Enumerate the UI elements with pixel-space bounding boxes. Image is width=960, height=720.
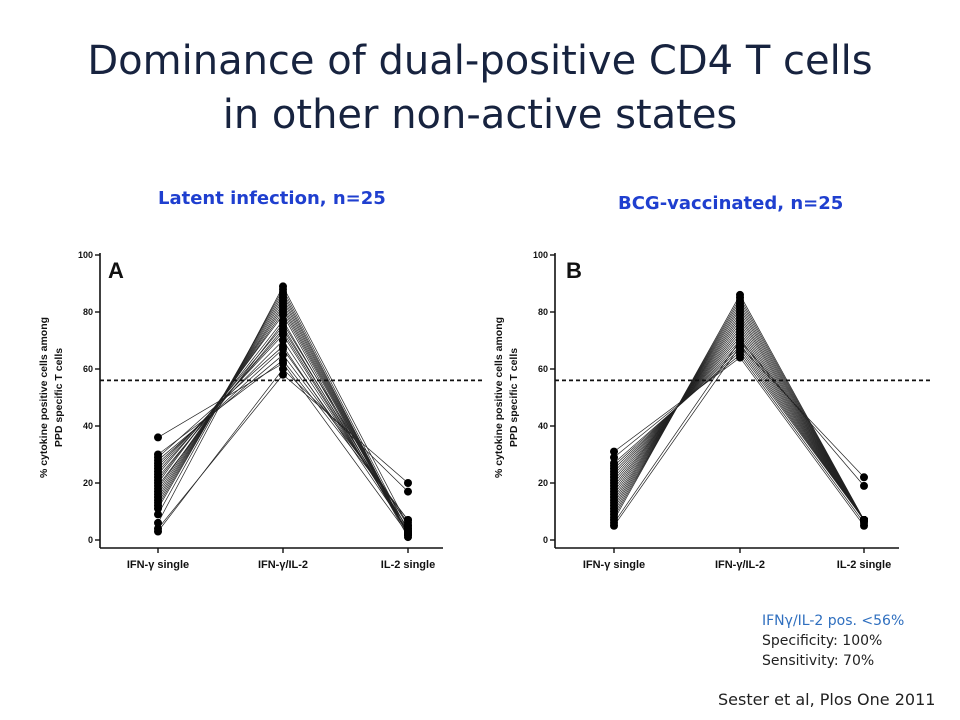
panel-a-point [279, 370, 287, 379]
panel-b-x-tick-label: IL-2 single [837, 559, 891, 571]
panel-b-point [610, 518, 618, 527]
panel-a-y-tick-label: 100 [78, 250, 93, 260]
panel-a-point [154, 504, 162, 513]
panel-b-label: B [566, 258, 582, 283]
panel-a-point [404, 479, 412, 487]
panel-a-point [279, 319, 287, 328]
panel-a-point [279, 365, 287, 373]
panel-b-series-line-9 [613, 334, 865, 521]
panel-b-point [860, 516, 868, 524]
panel-b-x-tick-label: IFN-γ/IL-2 [715, 559, 765, 571]
panel-b-y-tick-label: 60 [538, 364, 548, 374]
panel-a-point [154, 510, 162, 519]
note-specificity-line: Specificity: 100% [762, 633, 883, 649]
panel-b-y-tick-label: 100 [533, 250, 548, 260]
panel-a-point [404, 487, 412, 496]
panel-a-point [279, 336, 287, 345]
panel-b-point [736, 342, 744, 351]
slide-title-line-1: Dominance of dual-positive CD4 T cells [87, 38, 873, 84]
panel-b-y-tick-label: 40 [538, 421, 548, 431]
panel-a-point [279, 345, 287, 353]
panel-a-point [279, 282, 287, 291]
panel-a-y-tick-label: 20 [83, 478, 93, 488]
note-threshold-line: IFNγ/IL-2 pos. <56% [762, 613, 905, 629]
panel-a-label: A [108, 258, 124, 283]
panel-a-heading: Latent infection, n=25 [158, 188, 386, 209]
panel-a-y-tick-label: 40 [83, 421, 93, 431]
slide-title: Dominance of dual-positive CD4 T cells i… [0, 34, 960, 142]
panel-a-point [279, 350, 287, 359]
panel-a-y-axis-label-line-1: % cytokine positive cells among [38, 317, 50, 478]
threshold-note: IFNγ/IL-2 pos. <56% Specificity: 100% Se… [762, 611, 904, 671]
panel-a-point [279, 356, 287, 365]
panel-a-point [154, 433, 162, 442]
panel-b-point [860, 473, 868, 482]
panel-b-point [860, 481, 868, 490]
panel-b-y-axis-label-line-2: PPD specific T cells [508, 348, 520, 447]
slide-title-line-2: in other non-active states [222, 92, 738, 138]
panel-b-heading: BCG-vaccinated, n=25 [618, 193, 844, 214]
panel-b-point [736, 336, 744, 345]
panel-b-series-line-25 [613, 339, 865, 524]
panel-a-point [404, 527, 412, 536]
note-sensitivity-line: Sensitivity: 70% [762, 653, 875, 669]
panel-a-point [404, 521, 412, 530]
panel-b-x-tick-label: IFN-γ single [583, 559, 645, 571]
panel-a-x-tick-label: IFN-γ single [127, 559, 189, 571]
panel-b-point [610, 447, 618, 456]
panel-b-y-axis-label-line-1: % cytokine positive cells among [493, 317, 505, 478]
panel-a-y-tick-label: 80 [83, 307, 93, 317]
panel-b-series-line-6 [613, 342, 865, 521]
citation: Sester et al, Plos One 2011 [718, 690, 936, 709]
panel-a-series-line-1 [157, 362, 409, 535]
panel-b-series-line-8 [613, 337, 865, 521]
panel-a-point [154, 527, 162, 536]
panel-b-y-tick-label: 80 [538, 307, 548, 317]
panel-a-x-tick-label: IL-2 single [381, 559, 435, 571]
panel-a-point [154, 518, 162, 527]
panel-b-y-tick-label: 20 [538, 478, 548, 488]
panel-a-y-tick-label: 0 [88, 535, 93, 545]
panel-a-x-tick-label: IFN-γ/IL-2 [258, 559, 308, 571]
panel-a-y-tick-label: 60 [83, 364, 93, 374]
panel-a-y-axis-label-line-2: PPD specific T cells [53, 348, 65, 447]
panel-b-y-tick-label: 0 [543, 535, 548, 545]
panel-b-point [610, 453, 618, 462]
panel-b-point [736, 290, 744, 299]
panel-a-point [279, 325, 287, 334]
